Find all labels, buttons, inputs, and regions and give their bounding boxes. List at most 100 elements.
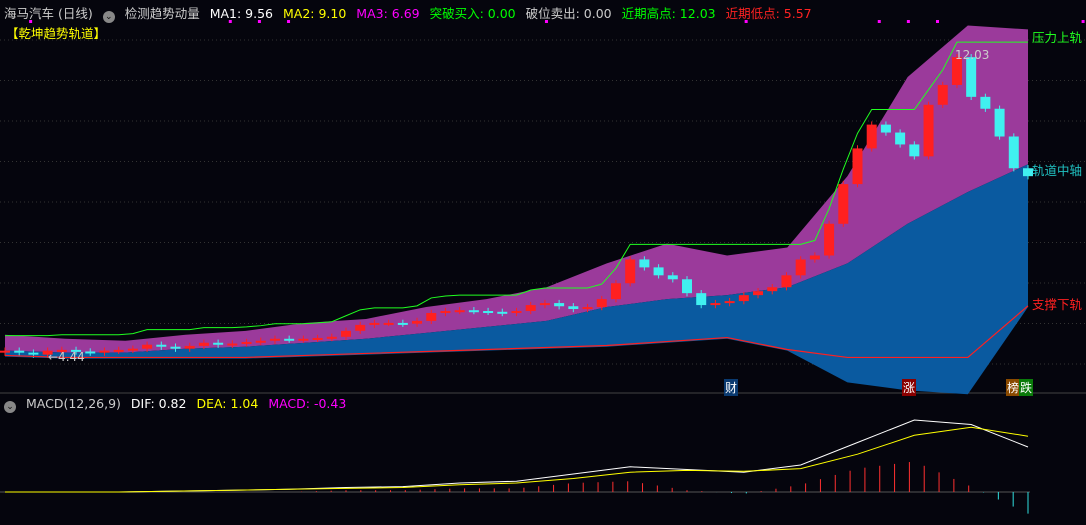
candle [369,322,380,325]
candle [28,352,39,355]
candle [298,338,309,341]
candle [454,310,465,313]
middle-rail-label: 轨道中轴 [1031,163,1082,178]
candle [951,57,962,85]
candle [866,124,877,149]
chart-header: 海马汽车 (日线) ⌄ 检测趋势动量 MA1: 9.56 MA2: 9.10 M… [4,3,818,23]
rise-tag[interactable]: 涨 [902,379,917,396]
signal-dot [1081,20,1085,23]
candle [824,223,835,256]
candle [539,303,550,306]
candle [440,311,451,314]
fall-tag[interactable]: 跌 [1019,379,1034,396]
candle [184,345,195,349]
candle [227,343,238,346]
candle [525,305,536,312]
candle [0,350,10,353]
candle [667,275,678,280]
candle [838,184,849,224]
macd-header: ⌄ MACD(12,26,9) DIF: 0.82 DEA: 1.04 MACD… [4,396,352,413]
candle [412,320,423,324]
candle [426,312,437,321]
candle [56,349,67,352]
macd-dif: DIF: 0.82 [130,396,187,411]
candle [738,295,749,302]
candle [326,336,337,339]
list-tag[interactable]: 榜 [1006,379,1021,396]
macd-value: MACD: -0.43 [268,396,347,411]
candle [909,144,920,157]
subtitle: 【乾坤趋势轨道】 [6,26,107,41]
candle [468,310,479,313]
macd-label[interactable]: MACD(12,26,9) [25,396,121,411]
candle [682,279,692,294]
candle [724,301,735,304]
signal-dot [936,20,939,23]
high-annotation: 12.03 [955,48,990,62]
finance-tag[interactable]: 财 [724,379,739,396]
ma2: MA2: 9.10 [283,6,347,21]
candle [653,267,664,276]
candle [795,259,806,276]
candle [42,350,53,355]
candle [255,340,266,343]
candle [397,322,408,325]
candle [625,259,636,284]
candle [994,108,1005,137]
dea-line [5,426,1029,493]
recent-low: 近期低点: 5.57 [725,6,812,21]
candle [966,57,977,97]
candle [71,349,82,352]
candle [156,344,167,347]
recent-high: 近期高点: 12.03 [621,6,716,21]
candle [284,338,295,341]
signal-dot [544,20,548,23]
candle [880,124,891,133]
dif-line [5,419,1029,493]
lower-band [5,164,1028,395]
support-line [4,305,1029,359]
candle [696,293,707,306]
candle [142,344,153,349]
candle [596,299,607,308]
indicator-name[interactable]: 检测趋势动量 [124,6,200,21]
signal-dot [228,20,232,23]
candle [554,303,565,307]
candle [85,351,96,354]
ma3: MA3: 6.69 [356,6,420,21]
candle [895,132,906,145]
candle [753,291,764,296]
candle [1008,136,1019,169]
candle [781,275,792,288]
candle [341,330,351,337]
chevron-down-icon[interactable]: ⌄ [102,11,115,23]
candle [639,259,650,268]
candle [980,96,991,109]
candle [483,311,494,314]
candle [568,306,579,310]
candle [582,307,593,310]
candle [852,148,863,185]
sell-signal: 破位卖出: 0.00 [525,6,612,21]
candle [269,338,280,341]
signal-dot [257,20,261,23]
candle [383,322,394,325]
stock-name: 海马汽车 (日线) [4,6,93,21]
signal-dot [906,20,910,23]
candle [241,341,252,344]
high-line [5,41,1028,337]
upper-band [5,25,1028,353]
candle [170,346,181,349]
lower-rail-label: 支撑下轨 [1031,297,1082,312]
ma1: MA1: 9.56 [209,6,274,21]
chevron-down-icon[interactable]: ⌄ [4,401,16,413]
candle [809,255,820,260]
signal-dot [744,20,748,23]
candle [497,311,508,314]
candle [1023,168,1033,177]
candle [99,350,110,353]
candle [710,303,721,306]
low-annotation: ←4.44 [48,350,85,364]
candle [14,350,25,353]
